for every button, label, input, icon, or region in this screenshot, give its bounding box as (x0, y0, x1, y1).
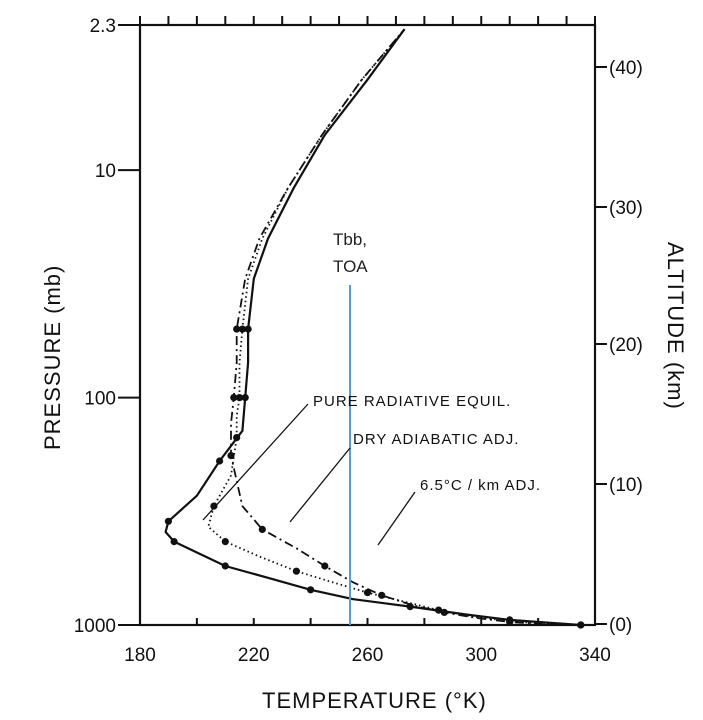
y-axis-title: PRESSURE (mb) (40, 265, 65, 450)
x-tick-label: 180 (124, 645, 156, 666)
data-point (233, 434, 241, 442)
annotation-pure-radiative: PURE RADIATIVE EQUIL. (313, 393, 511, 410)
data-point (241, 394, 249, 402)
data-point (227, 452, 235, 460)
data-point (164, 517, 172, 525)
annotation-65-adj: 6.5°C / km ADJ. (420, 477, 541, 494)
data-point (292, 567, 300, 575)
series (164, 28, 585, 629)
data-point (221, 538, 229, 546)
x-tick-label: 300 (465, 645, 497, 666)
x-tick-label: 340 (579, 645, 611, 666)
annotation-65-adj-leader (377, 491, 416, 546)
y2-tick-label: (40) (609, 58, 643, 79)
data-point (216, 457, 224, 465)
data-point (440, 608, 448, 617)
data-point (244, 325, 252, 333)
x-tick-label: 220 (238, 645, 270, 666)
y-tick-label: 2.3 (90, 16, 116, 37)
y2-tick-label: (20) (609, 335, 643, 356)
y-tick-label: 1000 (74, 616, 116, 637)
x-axis-title: TEMPERATURE (°K) (262, 688, 487, 713)
annotation-dry-adiabatic-leader (289, 447, 351, 523)
ticks (118, 16, 607, 626)
data-point (230, 394, 238, 402)
tbb-toa-label-line2: TOA (333, 257, 368, 276)
plot-frame (138, 23, 597, 627)
tick-labels: 180 220 260 300 340 2.3 10 100 1000 (40) (30) (20) (… (74, 16, 643, 666)
data-point (221, 562, 229, 570)
data-point (307, 586, 315, 594)
y-tick-label: 100 (84, 389, 116, 410)
y2-tick-label: (10) (609, 475, 643, 496)
tbb-toa-label-line1: Tbb, (333, 230, 367, 249)
y2-tick-label: (30) (609, 198, 643, 219)
x-tick-label: 260 (352, 645, 384, 666)
y2-tick-label: (0) (609, 615, 632, 636)
series-line-solid (164, 28, 581, 627)
data-point (235, 394, 244, 402)
series-line-dash-dot (230, 28, 581, 626)
annotation-pure-radiative-leader (202, 403, 309, 521)
data-point (363, 589, 372, 597)
data-point (233, 325, 241, 333)
y-tick-label: 10 (95, 161, 116, 182)
data-point (238, 325, 246, 333)
data-point (258, 525, 266, 534)
data-point (378, 591, 386, 599)
data-point (170, 538, 178, 546)
data-point (506, 618, 514, 626)
y2-axis-title: ALTITUDE (km) (663, 242, 688, 410)
data-point (577, 621, 585, 629)
data-point (321, 562, 329, 570)
annotation-dry-adiabatic: DRY ADIABATIC ADJ. (353, 431, 519, 448)
series-line-dotted (207, 28, 581, 626)
data-point (210, 502, 218, 510)
